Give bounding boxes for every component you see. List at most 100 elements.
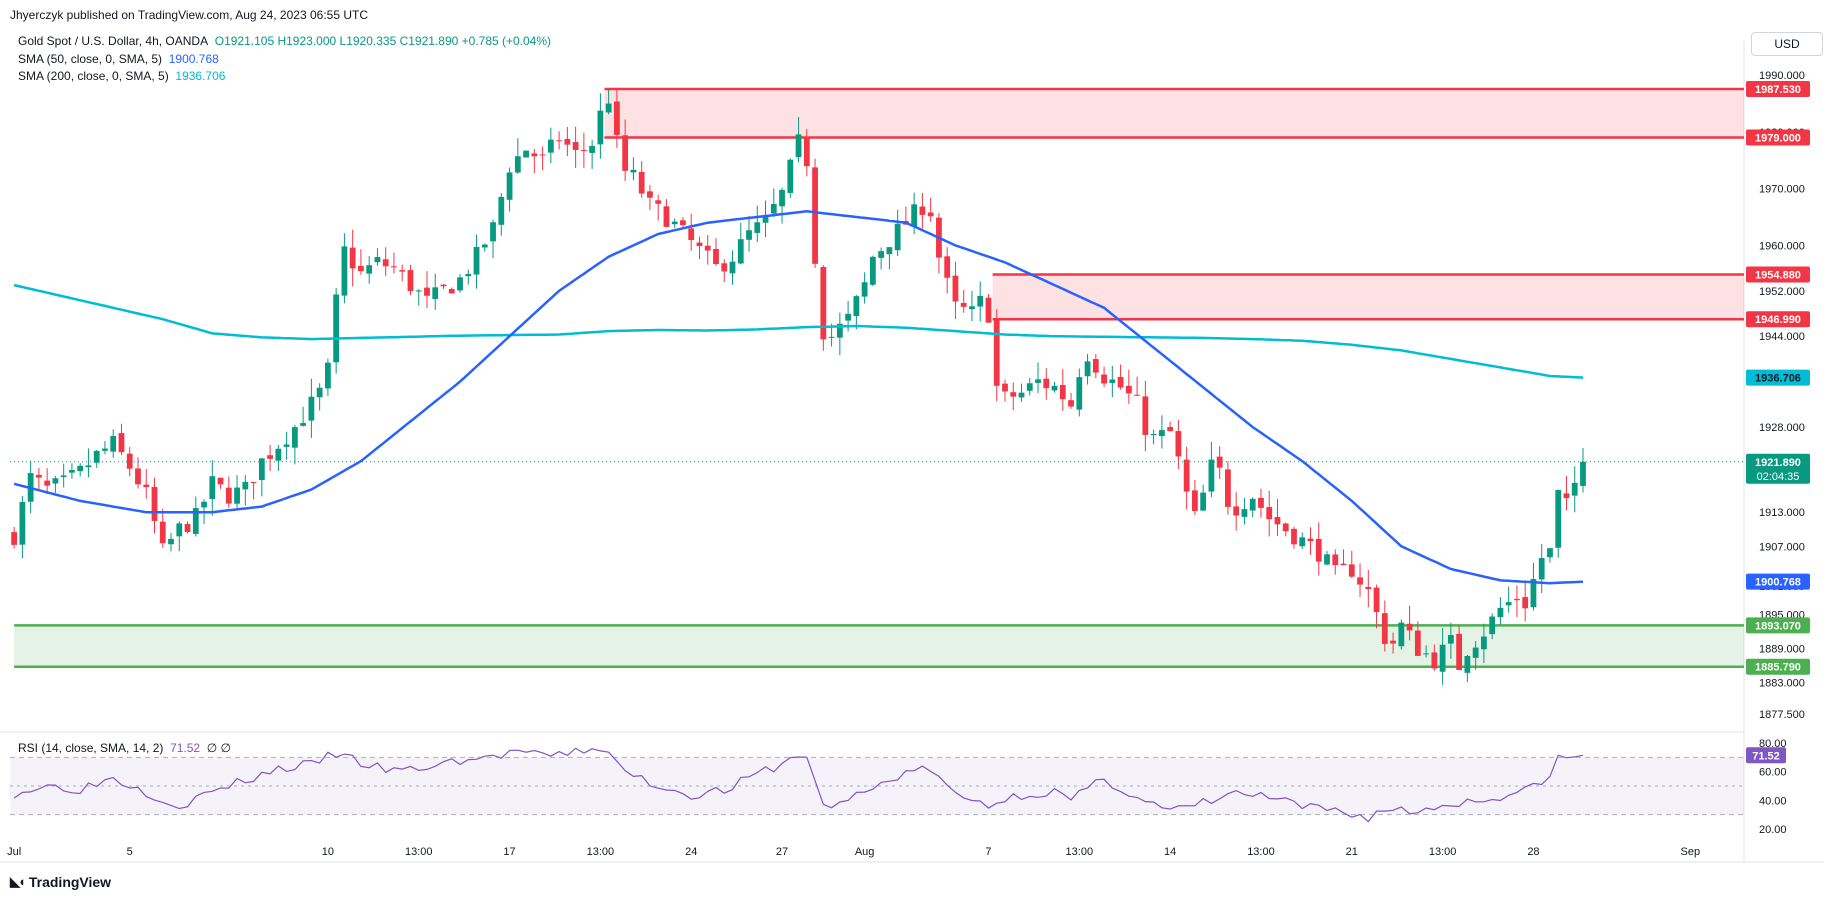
- candle-body: [1266, 507, 1273, 520]
- candle-body: [1472, 647, 1479, 658]
- time-tick-label: 13:00: [1429, 846, 1457, 858]
- candle-body: [349, 247, 356, 269]
- candle-body: [1563, 493, 1570, 499]
- candle-body: [704, 245, 711, 251]
- candle-body: [1282, 523, 1289, 532]
- resistance-2-price-tag: [1746, 266, 1810, 283]
- candle-body: [93, 450, 100, 463]
- candle-body: [803, 137, 810, 167]
- candle-body: [1150, 433, 1157, 435]
- candle-body: [812, 167, 818, 264]
- candle-body: [861, 282, 868, 297]
- candle-body: [1481, 636, 1487, 650]
- candle-body: [1192, 490, 1198, 512]
- candle-body: [415, 290, 422, 292]
- sma200-line: [13, 283, 1584, 379]
- candle-body: [1125, 385, 1132, 394]
- candle-body: [333, 294, 340, 363]
- candle-body: [1249, 498, 1256, 511]
- tradingview-brand: TradingView: [28, 874, 112, 890]
- time-tick-label: 13:00: [1066, 846, 1094, 858]
- candle-body: [878, 251, 885, 258]
- time-tick-label: 13:00: [1247, 846, 1275, 858]
- candle-body: [490, 222, 496, 242]
- time-tick-label: 17: [503, 846, 515, 858]
- candle-body: [828, 336, 835, 338]
- candle-body: [1489, 616, 1496, 635]
- sma50-legend[interactable]: SMA (50, close, 0, SMA, 5) 1900.768: [18, 52, 219, 66]
- candle-body: [225, 487, 232, 504]
- candle-body: [1456, 633, 1463, 671]
- candle-body: [1010, 392, 1017, 397]
- candle-body: [539, 154, 546, 156]
- candle-body: [1002, 383, 1008, 392]
- candle-body: [1340, 563, 1347, 566]
- candle-body: [118, 433, 125, 453]
- candle-body: [1026, 383, 1033, 391]
- currency-button[interactable]: USD: [1751, 32, 1823, 56]
- candle-body: [1175, 431, 1182, 457]
- price-tick-label: 1952.000: [1759, 286, 1805, 298]
- candle-body: [886, 247, 893, 255]
- candle-body: [374, 257, 381, 263]
- sma50-line: [13, 210, 1584, 585]
- candle-body: [1555, 490, 1562, 548]
- candle-body: [308, 396, 315, 421]
- time-tick-label: Jul: [7, 846, 21, 858]
- candle-body: [85, 465, 92, 468]
- candle-body: [985, 297, 992, 323]
- resistance-2-zone: [992, 274, 1744, 320]
- resistance-2-price-tag: [1746, 311, 1810, 328]
- time-tick-label: 28: [1527, 846, 1539, 858]
- candle-body: [1167, 427, 1174, 432]
- candle-body: [1241, 509, 1248, 517]
- candle-body: [589, 145, 596, 153]
- candle-body: [671, 221, 678, 225]
- support-1-price-tag: [1746, 658, 1810, 675]
- candle-body: [547, 139, 554, 153]
- candle-body: [168, 538, 174, 545]
- candle-body: [779, 189, 785, 207]
- candle-body: [969, 306, 975, 310]
- rsi-pane: 80.00 60.00 40.00 20.00 71.52: [10, 738, 1787, 836]
- candle-body: [622, 135, 629, 171]
- sma50-price-label: 1900.768: [1755, 577, 1801, 589]
- price-tick-label: 1907.000: [1759, 541, 1805, 553]
- candle-body: [1183, 459, 1190, 492]
- time-tick-label: 7: [985, 846, 991, 858]
- candle-body: [325, 362, 331, 389]
- candle-body: [407, 270, 414, 292]
- candle-body: [1018, 392, 1025, 398]
- resistance-2-price-label: 1954.880: [1755, 269, 1801, 281]
- sma200-legend[interactable]: SMA (200, close, 0, SMA, 5) 1936.706: [18, 69, 225, 83]
- candle-body: [1101, 374, 1107, 384]
- candle-body: [1373, 587, 1380, 613]
- candle-body: [1233, 506, 1240, 516]
- candle-body: [531, 153, 538, 157]
- candle-body: [614, 101, 620, 135]
- time-tick-label: 13:00: [587, 846, 615, 858]
- candle-body: [663, 206, 670, 227]
- candle-body: [977, 295, 984, 307]
- candle-body: [184, 524, 191, 532]
- candle-body: [159, 521, 166, 544]
- time-tick-label: 14: [1164, 846, 1176, 858]
- candle-body: [1324, 554, 1330, 565]
- symbol-title: Gold Spot / U.S. Dollar, 4h, OANDA: [18, 34, 209, 48]
- candle-body: [944, 256, 951, 278]
- candle-body: [1547, 548, 1553, 558]
- tradingview-logo[interactable]: ◣◖ TradingView: [10, 874, 111, 890]
- sma200-label: SMA (200, close, 0, SMA, 5): [18, 69, 169, 83]
- candle-body: [448, 289, 455, 294]
- price-tick-label: 1913.000: [1759, 507, 1805, 519]
- price-tick-label: 1960.000: [1759, 240, 1805, 252]
- price-tick-label: 1889.000: [1759, 644, 1805, 656]
- price-tick-label: 1928.000: [1759, 422, 1805, 434]
- candle-body: [713, 248, 719, 265]
- candle-body: [1398, 622, 1405, 647]
- candle-body: [1348, 564, 1355, 577]
- candle-body: [1447, 635, 1454, 644]
- time-tick-label: 27: [776, 846, 788, 858]
- rsi-legend[interactable]: RSI (14, close, SMA, 14, 2) 71.52 ∅ ∅: [18, 741, 231, 755]
